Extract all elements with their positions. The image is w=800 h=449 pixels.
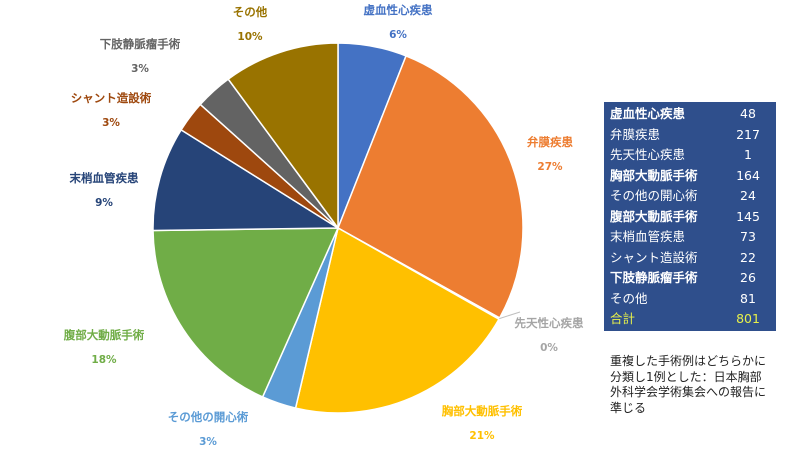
pie-slices: [152, 42, 524, 414]
pie-slice-7: [152, 128, 341, 232]
slice-percent-label: 0%: [540, 342, 558, 354]
table-cell-value: 22: [740, 249, 756, 265]
slice-label: 先天性心疾患: [515, 316, 584, 330]
slice-label: 弁膜疾患: [527, 135, 573, 149]
table-cell-name: 虚血性心疾患: [610, 106, 686, 121]
slice-percent-label: 18%: [91, 354, 117, 366]
data-table: 虚血性心疾患 48 弁膜疾患 217 先天性心疾患 1 胸部大動脈手術 164 その他の開心術 2…: [604, 102, 776, 331]
table-cell-name: その他: [610, 290, 648, 306]
table-row: 下肢静脈瘤手術 26: [604, 268, 776, 289]
table-total-value: 801: [736, 311, 760, 326]
table-cell-value: 73: [740, 229, 756, 244]
slice-percent-label: 3%: [199, 436, 217, 448]
slice-label: 虚血性心疾患: [364, 3, 433, 17]
table-cell-value: 24: [740, 188, 756, 203]
leader-line: [499, 311, 521, 320]
table-row: シャント造設術 22: [604, 248, 776, 269]
slice-percent-label: 6%: [389, 29, 407, 41]
slice-percent-label: 10%: [237, 31, 263, 43]
slice-label: その他の開心術: [168, 410, 249, 424]
table-cell-value: 145: [736, 208, 760, 224]
slice-label: その他: [233, 5, 268, 19]
pie-slice-6: [152, 227, 340, 398]
slice-percent-label: 9%: [95, 197, 113, 209]
pie-labels: 虚血性心疾患 6% 弁膜疾患 27% 先天性心疾患 0% 胸部大動脈手術 21% その他の開心術…: [64, 3, 584, 448]
table-cell-value: 48: [740, 106, 756, 121]
slice-percent-label: 27%: [537, 161, 563, 173]
footnote-text: 重複した手術例はどちらかに分類し1例とした：日本胸部外科学会学術集会への報告に準…: [610, 354, 767, 415]
table-cell-name: 胸部大動脈手術: [610, 167, 698, 183]
pie-slice-2: [337, 54, 524, 319]
table-row: 先天性心疾患 1: [604, 145, 776, 166]
slice-percent-label: 3%: [102, 117, 120, 129]
slice-label: 下肢静脈瘤手術: [100, 37, 181, 51]
table-row: 弁膜疾患 217: [604, 125, 776, 146]
slice-label: 末梢血管疾患: [70, 171, 139, 185]
table-cell-value: 26: [740, 270, 756, 285]
table-row: 末梢血管疾患 73: [604, 227, 776, 248]
table-cell-name: 腹部大動脈手術: [610, 208, 698, 224]
slice-label: 胸部大動脈手術: [442, 404, 523, 418]
table-total-row: 合計 801: [604, 309, 776, 330]
pie-slice-10: [227, 42, 339, 231]
table-total-label: 合計: [610, 311, 636, 326]
pie-slice-4: [294, 226, 500, 414]
slice-percent-label: 21%: [469, 430, 495, 442]
slice-label: シャント造設術: [71, 91, 152, 105]
table-row: 腹部大動脈手術 145: [604, 207, 776, 228]
table-cell-name: その他の開心術: [610, 188, 698, 203]
table-cell-name: 下肢静脈瘤手術: [610, 270, 698, 285]
table-cell-name: 先天性心疾患: [610, 147, 686, 162]
table-row: その他の開心術 24: [604, 186, 776, 207]
table-cell-name: 末梢血管疾患: [610, 229, 686, 244]
table-cell-value: 1: [744, 147, 752, 162]
table-cell-name: シャント造設術: [610, 249, 698, 265]
slice-label: 腹部大動脈手術: [64, 328, 145, 342]
table-cell-name: 弁膜疾患: [610, 126, 661, 142]
table-cell-value: 164: [736, 167, 760, 183]
footnote: 重複した手術例はどちらかに分類し1例とした：日本胸部外科学会学術集会への報告に準…: [610, 354, 770, 416]
table-cell-value: 81: [740, 290, 756, 306]
table-row: その他 81: [604, 289, 776, 310]
slice-percent-label: 3%: [131, 63, 149, 75]
table-row: 虚血性心疾患 48: [604, 104, 776, 125]
table-row: 胸部大動脈手術 164: [604, 166, 776, 187]
table-cell-value: 217: [736, 126, 760, 142]
